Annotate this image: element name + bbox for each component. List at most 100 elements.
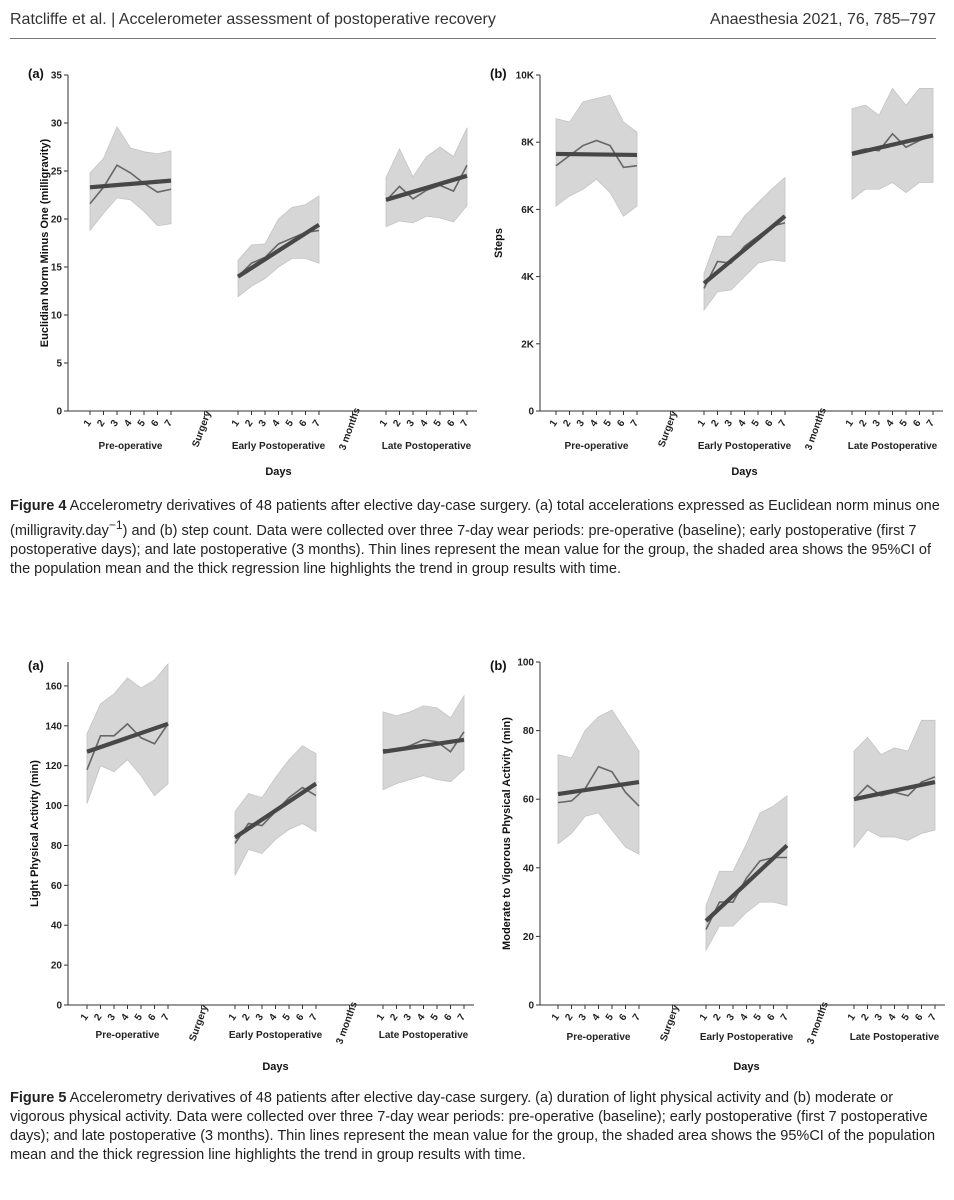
x-tick-label: 7 xyxy=(925,418,937,429)
ci-band xyxy=(853,719,936,849)
figure5-label: Figure 5 xyxy=(10,1090,67,1106)
x-tick-label: 3 xyxy=(577,1012,589,1023)
x-tick-label: 7 xyxy=(456,1012,468,1023)
x-tick-label: 3 xyxy=(725,1012,737,1023)
figure4-caption-text-2: ) and (b) step count. Data were collecte… xyxy=(10,522,932,577)
x-tick-label: 6 xyxy=(297,418,309,429)
trend-line xyxy=(557,779,640,797)
x-tick-label: 3 xyxy=(873,1012,885,1023)
x-tick-label: 2 xyxy=(709,418,721,429)
separator-label: Surgery xyxy=(657,409,680,449)
x-tick-label: 4 xyxy=(886,1012,898,1023)
running-title: Ratcliffe et al. | Accelerometer assessm… xyxy=(10,11,496,28)
x-tick-label: 5 xyxy=(133,1012,145,1023)
separator-label: Surgery xyxy=(188,1003,211,1043)
x-tick-label: 2 xyxy=(859,1012,871,1023)
y-tick-label: 20 xyxy=(51,961,63,972)
x-tick-label: 7 xyxy=(160,1012,172,1023)
x-tick-label: 7 xyxy=(777,418,789,429)
y-axis-label: Euclidian Norm Minus One (milligravity) xyxy=(39,138,51,347)
mean-line xyxy=(557,765,640,807)
x-tick-label: 4 xyxy=(418,418,430,429)
figure5-panel-a-chart: (a) 0 20 40 60 80 100 120 140 160 Light Physical A… xyxy=(28,658,474,1073)
y-tick-label: 60 xyxy=(523,795,535,806)
separator-label: 3 months xyxy=(803,406,829,452)
y-tick-label: 80 xyxy=(51,841,63,852)
x-tick-label: 1 xyxy=(227,1012,239,1023)
x-tick-label: 7 xyxy=(459,418,471,429)
x-tick-label: 2 xyxy=(563,1012,575,1023)
x-tick-label: 1 xyxy=(548,418,560,429)
x-tick-label: 2 xyxy=(561,418,573,429)
x-tick-label: 6 xyxy=(911,418,923,429)
x-tick-label: 7 xyxy=(779,1012,791,1023)
page-header: Ratcliffe et al. | Accelerometer assessm… xyxy=(0,0,954,40)
x-tick-label: 1 xyxy=(550,1012,562,1023)
x-tick-label: 5 xyxy=(750,418,762,429)
y-tick-label: 100 xyxy=(517,658,534,669)
x-tick-label: 6 xyxy=(442,1012,454,1023)
x-tick-label: 5 xyxy=(900,1012,912,1023)
x-tick-label: 6 xyxy=(149,418,161,429)
x-tick-label: 2 xyxy=(711,1012,723,1023)
ci-band xyxy=(557,709,640,855)
group-label: Late Postoperative xyxy=(379,1030,469,1041)
group-label: Early Postoperative xyxy=(700,1032,794,1043)
group-label: Late Postoperative xyxy=(848,441,938,452)
x-tick-label: 2 xyxy=(92,1012,104,1023)
y-tick-label: 6K xyxy=(521,205,535,216)
x-tick-label: 1 xyxy=(698,1012,710,1023)
y-tick-label: 140 xyxy=(45,721,62,732)
x-tick-label: 4 xyxy=(122,418,134,429)
group-label: Late Postoperative xyxy=(382,441,472,452)
panel-label: (b) xyxy=(490,66,507,81)
x-tick-label: 7 xyxy=(311,418,323,429)
y-tick-label: 10 xyxy=(51,311,63,322)
panel-label: (a) xyxy=(28,658,44,673)
x-tick-label: 5 xyxy=(429,1012,441,1023)
separator-label: 3 months xyxy=(805,1000,831,1046)
y-tick-label: 4K xyxy=(521,272,535,283)
x-tick-label: 6 xyxy=(615,418,627,429)
x-axis-label: Days xyxy=(265,466,291,478)
x-tick-label: 3 xyxy=(254,1012,266,1023)
x-tick-label: 5 xyxy=(284,418,296,429)
group-label: Pre-operative xyxy=(99,441,163,452)
y-tick-label: 120 xyxy=(45,761,62,772)
x-tick-label: 2 xyxy=(391,418,403,429)
y-tick-label: 2K xyxy=(521,339,535,350)
x-tick-label: 7 xyxy=(629,418,641,429)
x-tick-label: 1 xyxy=(79,1012,91,1023)
x-tick-label: 2 xyxy=(240,1012,252,1023)
panel-label: (b) xyxy=(490,658,507,673)
x-tick-label: 1 xyxy=(230,418,242,429)
y-tick-label: 10K xyxy=(516,71,535,82)
x-axis-label: Days xyxy=(731,466,757,478)
x-tick-label: 5 xyxy=(281,1012,293,1023)
figure5-caption-text: Accelerometry derivatives of 48 patients… xyxy=(10,1090,936,1163)
y-tick-label: 160 xyxy=(45,681,62,692)
x-tick-label: 4 xyxy=(590,1012,602,1023)
x-tick-label: 3 xyxy=(723,418,735,429)
y-tick-label: 35 xyxy=(51,71,63,82)
x-tick-label: 4 xyxy=(415,1012,427,1023)
x-tick-label: 5 xyxy=(898,418,910,429)
journal-citation: Anaesthesia 2021, 76, 785–797 xyxy=(710,11,936,28)
figure4-caption-sup: −1 xyxy=(108,518,123,532)
x-tick-label: 2 xyxy=(243,418,255,429)
ci-band xyxy=(385,127,468,228)
mean-line xyxy=(86,722,169,770)
x-tick-label: 3 xyxy=(575,418,587,429)
trend-line xyxy=(385,173,468,202)
y-axis-label: Moderate to Vigorous Physical Activity (… xyxy=(501,717,513,950)
x-tick-label: 2 xyxy=(95,418,107,429)
x-tick-label: 3 xyxy=(871,418,883,429)
x-tick-label: 1 xyxy=(375,1012,387,1023)
x-tick-label: 5 xyxy=(604,1012,616,1023)
x-tick-label: 6 xyxy=(146,1012,158,1023)
x-tick-label: 1 xyxy=(378,418,390,429)
x-tick-label: 6 xyxy=(913,1012,925,1023)
group-label: Early Postoperative xyxy=(232,441,326,452)
